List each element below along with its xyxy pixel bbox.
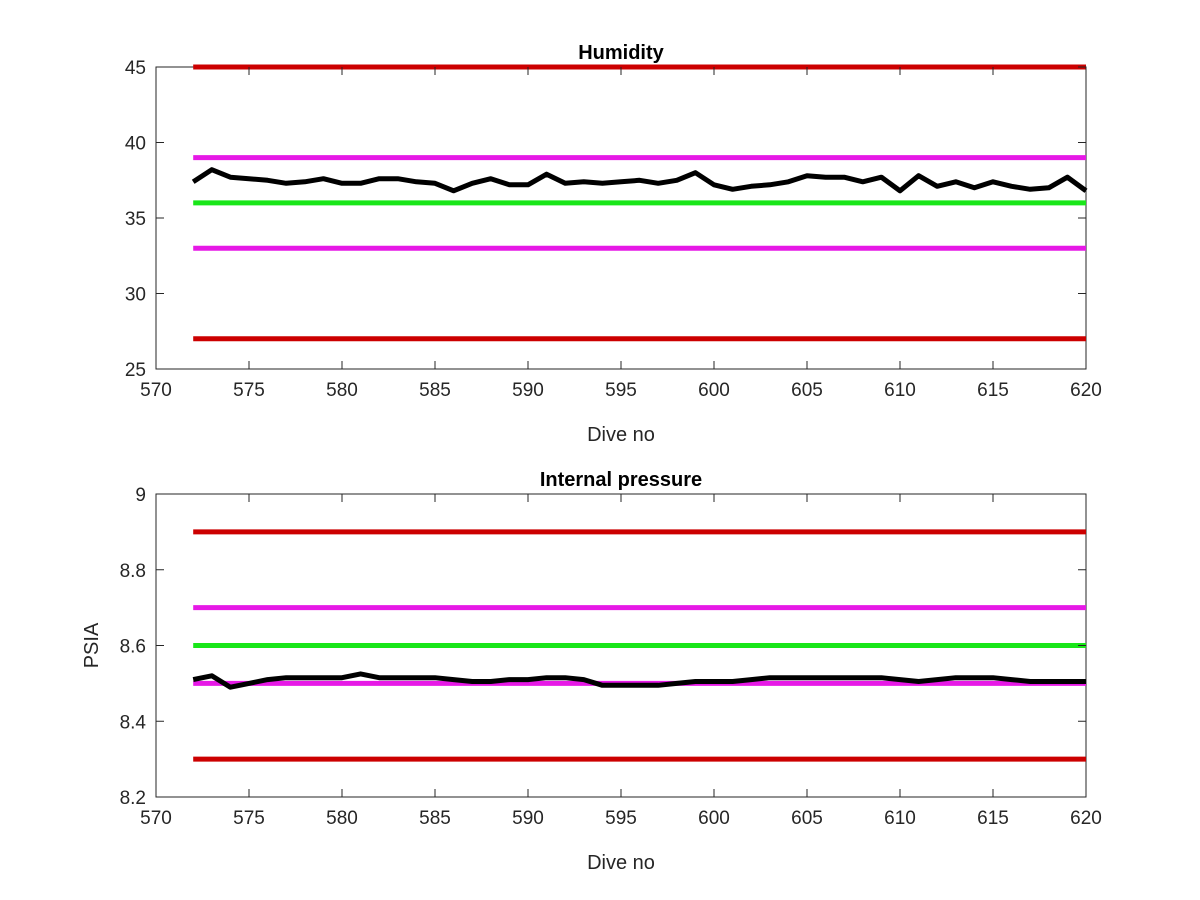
x-tick-label: 595 [605, 380, 637, 401]
x-tick-label: 575 [233, 380, 265, 401]
x-tick-label: 590 [512, 808, 544, 829]
x-tick-label: 580 [326, 808, 358, 829]
x-tick-label: 620 [1070, 380, 1102, 401]
x-tick-label: 570 [140, 808, 172, 829]
series-line [192, 671, 1086, 690]
chart-title: Humidity [578, 42, 664, 64]
x-tick-label: 610 [884, 808, 916, 829]
y-tick-label: 25 [125, 360, 146, 381]
y-tick-label: 35 [125, 209, 146, 230]
internal-pressure-subplot: 570 575 580 585 590 595 600 605 610 615 620 8.2 8.4 8… [81, 469, 1102, 874]
series-line [191, 167, 1088, 194]
y-tick-label: 8.2 [120, 788, 146, 809]
y-tick-label: 30 [125, 285, 146, 306]
x-tick-label: 610 [884, 380, 916, 401]
x-tick-label: 570 [140, 380, 172, 401]
x-tick-label: 615 [977, 380, 1009, 401]
y-tick-label: 45 [125, 58, 146, 79]
x-tick-label: 600 [698, 380, 730, 401]
x-tick-label: 605 [791, 808, 823, 829]
y-axis-label: PSIA [81, 622, 103, 668]
y-tick-label: 8.4 [120, 712, 147, 733]
x-tick-label: 575 [233, 808, 265, 829]
x-tick-label: 620 [1070, 808, 1102, 829]
y-tick-label: 8.6 [120, 637, 146, 658]
x-tick-label: 585 [419, 380, 451, 401]
x-tick-label: 580 [326, 380, 358, 401]
y-tick-label: 8.8 [120, 561, 146, 582]
x-tick-label: 600 [698, 808, 730, 829]
x-axis-label: Dive no [587, 424, 655, 446]
y-tick-label: 40 [125, 134, 146, 155]
x-tick-label: 595 [605, 808, 637, 829]
x-tick-label: 605 [791, 380, 823, 401]
x-tick-label: 585 [419, 808, 451, 829]
humidity-subplot: 570 575 580 585 590 595 600 605 610 615 620 25 30 35 4… [125, 42, 1102, 446]
x-axis-label: Dive no [587, 852, 655, 874]
x-tick-label: 615 [977, 808, 1009, 829]
y-tick-label: 9 [135, 485, 146, 506]
chart-title: Internal pressure [540, 469, 702, 491]
x-tick-label: 590 [512, 380, 544, 401]
